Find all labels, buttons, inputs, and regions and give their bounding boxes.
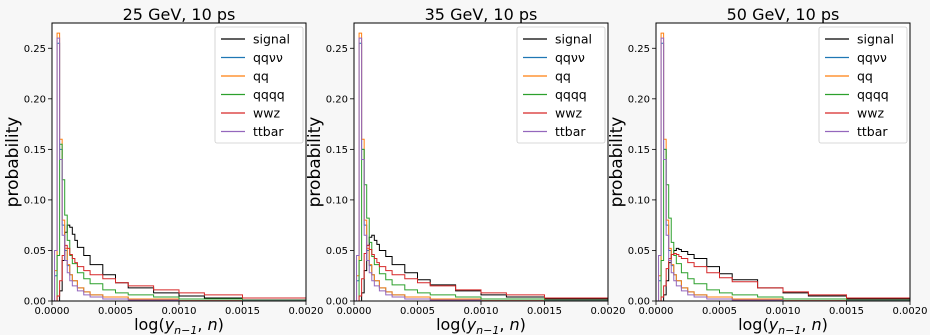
legend-label-wwz: wwz — [253, 106, 280, 121]
x-tick-label: 0.0015 — [225, 306, 260, 317]
x-tick-label: 0.0010 — [464, 306, 499, 317]
y-tick-label: 0.10 — [628, 195, 650, 206]
legend-label-ttbar: ttbar — [555, 124, 586, 139]
series-line-wwz — [54, 244, 306, 301]
series-line-wwz — [658, 252, 910, 301]
y-tick-label: 0.20 — [24, 94, 46, 105]
x-axis-label: log(yn−1, n) — [738, 315, 828, 335]
x-tick-label: 0.0015 — [527, 306, 562, 317]
legend-label-qqνν: qqνν — [857, 50, 887, 65]
x-tick-label: 0.0020 — [289, 306, 324, 317]
y-tick-label: 0.10 — [24, 195, 46, 206]
x-axis-label: log(yn−1, n) — [134, 315, 224, 335]
y-tick-label: 0.10 — [326, 195, 348, 206]
legend-label-qqqq: qqqq — [253, 87, 285, 102]
legend-label-signal: signal — [555, 32, 592, 47]
y-tick-label: 0.05 — [24, 246, 46, 257]
x-tick-label: 0.0010 — [162, 306, 197, 317]
y-axis-label: probability — [3, 117, 23, 208]
legend-label-qqνν: qqνν — [555, 50, 585, 65]
legend-label-signal: signal — [857, 32, 894, 47]
y-tick-label: 0.00 — [628, 297, 650, 308]
legend-box — [818, 26, 908, 144]
legend-box — [516, 26, 606, 144]
y-tick-label: 0.15 — [326, 145, 348, 156]
legend-label-qq: qq — [857, 69, 873, 84]
axes-frame — [51, 22, 307, 302]
y-tick-label: 0.15 — [24, 145, 46, 156]
chart-title: 25 GeV, 10 ps — [123, 5, 236, 24]
legend-label-qqqq: qqqq — [555, 87, 587, 102]
x-tick-label: 0.0005 — [702, 306, 737, 317]
legend-label-qq: qq — [253, 69, 269, 84]
y-tick-label: 0.20 — [628, 94, 650, 105]
chart-panel-3: 50 GeV, 10 ps 0.0000 0.0005 0.0010 0.0015 0.0… — [607, 5, 928, 335]
series-line-ttbar — [658, 37, 910, 301]
y-tick-label: 0.20 — [326, 94, 348, 105]
y-tick-label: 0.15 — [628, 145, 650, 156]
legend-label-wwz: wwz — [857, 106, 884, 121]
series-line-ttbar — [54, 37, 306, 301]
axes-frame — [655, 22, 911, 302]
series-line-ttbar — [356, 37, 608, 301]
series-line-wwz — [356, 244, 608, 301]
x-tick-label: 0.0020 — [591, 306, 626, 317]
y-tick-label: 0.25 — [24, 44, 46, 55]
y-tick-label: 0.00 — [24, 297, 46, 308]
x-tick-label: 0.0000 — [35, 306, 70, 317]
x-tick-label: 0.0020 — [893, 306, 928, 317]
y-tick-label: 0.05 — [628, 246, 650, 257]
chart-title: 50 GeV, 10 ps — [727, 5, 840, 24]
legend-box — [214, 26, 304, 144]
legend-label-qqqq: qqqq — [857, 87, 889, 102]
y-tick-label: 0.00 — [326, 297, 348, 308]
x-axis-label: log(yn−1, n) — [436, 315, 526, 335]
axes-frame — [353, 22, 609, 302]
chart-panel-2: 35 GeV, 10 ps 0.0000 0.0005 0.0010 0.0015 0.0… — [305, 5, 626, 335]
legend-label-wwz: wwz — [555, 106, 582, 121]
y-tick-label: 0.25 — [326, 44, 348, 55]
y-tick-label: 0.05 — [326, 246, 348, 257]
x-tick-label: 0.0010 — [766, 306, 801, 317]
chart-panel-1: 25 GeV, 10 ps 0.0000 0.0005 0.0010 0.0015 0.0… — [3, 5, 324, 335]
legend-label-ttbar: ttbar — [857, 124, 888, 139]
legend-label-qqνν: qqνν — [253, 50, 283, 65]
x-tick-label: 0.0005 — [400, 306, 435, 317]
legend-label-ttbar: ttbar — [253, 124, 284, 139]
chart-title: 35 GeV, 10 ps — [425, 5, 538, 24]
legend-label-signal: signal — [253, 32, 290, 47]
x-tick-label: 0.0015 — [829, 306, 864, 317]
y-axis-label: probability — [305, 117, 325, 208]
legend-label-qq: qq — [555, 69, 571, 84]
x-tick-label: 0.0005 — [98, 306, 133, 317]
x-tick-label: 0.0000 — [639, 306, 674, 317]
y-tick-label: 0.25 — [628, 44, 650, 55]
y-axis-label: probability — [607, 117, 627, 208]
x-tick-label: 0.0000 — [337, 306, 372, 317]
